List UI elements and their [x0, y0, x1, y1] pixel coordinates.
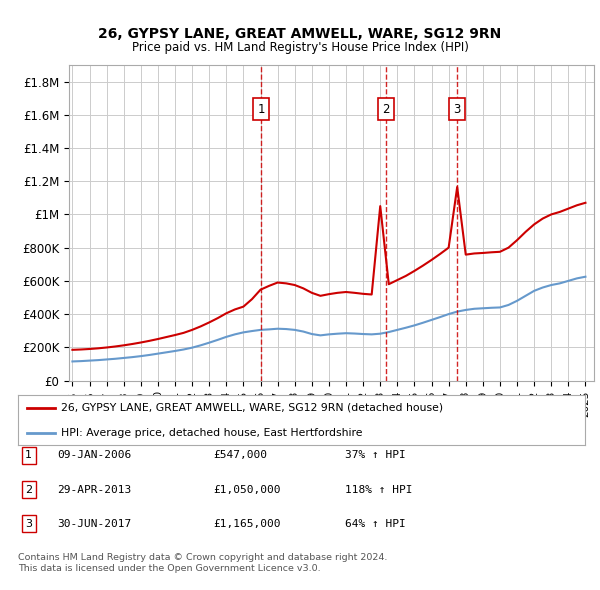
Text: 1: 1 — [257, 103, 265, 116]
Text: 30-JUN-2017: 30-JUN-2017 — [57, 519, 131, 529]
Text: 26, GYPSY LANE, GREAT AMWELL, WARE, SG12 9RN: 26, GYPSY LANE, GREAT AMWELL, WARE, SG12… — [98, 27, 502, 41]
Text: 2: 2 — [25, 485, 32, 494]
Text: 118% ↑ HPI: 118% ↑ HPI — [345, 485, 413, 494]
Text: 26, GYPSY LANE, GREAT AMWELL, WARE, SG12 9RN (detached house): 26, GYPSY LANE, GREAT AMWELL, WARE, SG12… — [61, 403, 443, 413]
Text: 09-JAN-2006: 09-JAN-2006 — [57, 451, 131, 460]
Text: Price paid vs. HM Land Registry's House Price Index (HPI): Price paid vs. HM Land Registry's House … — [131, 41, 469, 54]
Text: Contains HM Land Registry data © Crown copyright and database right 2024.: Contains HM Land Registry data © Crown c… — [18, 553, 388, 562]
Text: HPI: Average price, detached house, East Hertfordshire: HPI: Average price, detached house, East… — [61, 428, 362, 438]
Text: £547,000: £547,000 — [213, 451, 267, 460]
Text: 1: 1 — [25, 451, 32, 460]
Text: 37% ↑ HPI: 37% ↑ HPI — [345, 451, 406, 460]
Text: 64% ↑ HPI: 64% ↑ HPI — [345, 519, 406, 529]
Text: 3: 3 — [454, 103, 461, 116]
Text: This data is licensed under the Open Government Licence v3.0.: This data is licensed under the Open Gov… — [18, 565, 320, 573]
Text: 2: 2 — [382, 103, 389, 116]
Text: 3: 3 — [25, 519, 32, 529]
Text: £1,165,000: £1,165,000 — [213, 519, 281, 529]
Text: £1,050,000: £1,050,000 — [213, 485, 281, 494]
Text: 29-APR-2013: 29-APR-2013 — [57, 485, 131, 494]
